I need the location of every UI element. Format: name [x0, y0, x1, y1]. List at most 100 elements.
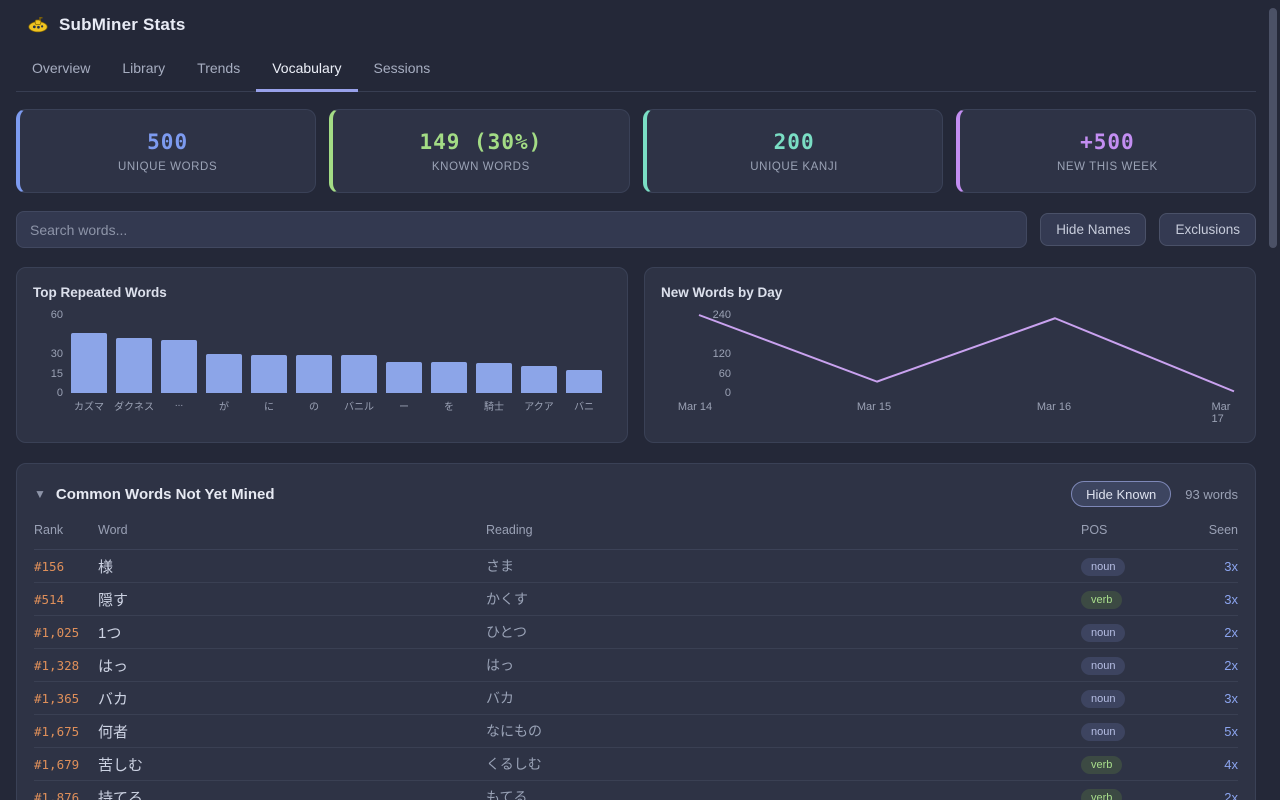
stat-value: 500 [147, 129, 189, 154]
y-axis-tick: 120 [712, 348, 731, 360]
pos-cell: noun [1081, 722, 1181, 741]
word-cell: 持てる [98, 789, 144, 800]
pos-badge: verb [1081, 590, 1123, 609]
collapse-icon[interactable]: ▼ [34, 487, 46, 501]
pos-cell: noun [1081, 689, 1181, 708]
reading-cell: バカ [486, 690, 514, 706]
word-cell: 1つ [98, 624, 122, 642]
x-axis-label: ダクネス [114, 402, 154, 413]
reading-cell: くるしむ [486, 756, 542, 772]
bar-バニル [341, 355, 377, 393]
x-axis-label: ... [174, 398, 184, 409]
seen-cell: 2x [1224, 657, 1238, 673]
bar-の [296, 355, 332, 393]
bar-バニ [566, 369, 602, 393]
reading-cell: ひとつ [486, 624, 528, 640]
tab-bar: Overview Library Trends Vocabulary Sessions [16, 50, 1256, 92]
seen-cell: 3x [1224, 558, 1238, 574]
page-title: SubMiner Stats [59, 15, 186, 34]
word-count: 93 words [1185, 486, 1238, 502]
x-axis-label: に [264, 402, 274, 413]
word-cell: 何者 [98, 723, 129, 741]
rank-cell: #156 [34, 558, 65, 574]
chart-title: Top Repeated Words [33, 285, 167, 300]
pos-badge: noun [1081, 656, 1126, 675]
word-cell: 様 [98, 558, 114, 576]
search-input[interactable] [16, 211, 1028, 248]
y-axis-tick: 15 [50, 367, 63, 380]
stat-label: KNOWN WORDS [431, 160, 530, 173]
reading-cell: かくす [486, 591, 528, 607]
submarine-icon [27, 14, 49, 36]
app-header: SubMiner Stats [16, 0, 1256, 42]
table-row[interactable]: #1,876 持てる もてる verb 2x [34, 781, 1238, 800]
rank-cell: #514 [34, 591, 65, 607]
y-axis-tick: 0 [56, 387, 63, 399]
word-cell: はっ [98, 657, 129, 675]
stat-label: UNIQUE WORDS [118, 160, 218, 173]
stat-card-new-this-week: +500 NEW THIS WEEK [955, 109, 1256, 193]
pos-badge: noun [1081, 689, 1126, 708]
word-cell: 隠す [98, 591, 129, 609]
rank-cell: #1,675 [34, 723, 80, 739]
tab-vocabulary[interactable]: Vocabulary [256, 50, 358, 92]
pos-cell: verb [1081, 788, 1181, 800]
table-row[interactable]: #514 隠す かくす verb 3x [34, 583, 1238, 616]
x-axis-label: Mar 15 [856, 401, 892, 413]
hide-names-button[interactable]: Hide Names [1040, 213, 1147, 246]
tab-sessions[interactable]: Sessions [373, 60, 431, 76]
pos-cell: verb [1081, 755, 1181, 774]
bar-... [161, 339, 197, 393]
reading-cell: さま [486, 558, 514, 574]
column-header-word: Word [98, 507, 486, 550]
bar-を [431, 361, 467, 393]
chart-title: New Words by Day [661, 285, 783, 300]
x-axis-label: カズマ [74, 402, 104, 413]
x-axis-label: バニ [574, 402, 594, 413]
exclusions-button[interactable]: Exclusions [1159, 213, 1256, 246]
tab-overview[interactable]: Overview [32, 60, 91, 76]
pos-badge: noun [1081, 623, 1126, 642]
stat-card-unique-words: 500 UNIQUE WORDS [16, 109, 317, 193]
table-row[interactable]: #1,675 何者 なにもの noun 5x [34, 715, 1238, 748]
tab-library[interactable]: Library [122, 60, 166, 76]
pos-cell: noun [1081, 557, 1181, 576]
y-axis-tick: 60 [718, 367, 731, 380]
table-row[interactable]: #1,328 はっ はっ noun 2x [34, 649, 1238, 682]
stat-value: +500 [1080, 129, 1135, 154]
stat-value: 200 [773, 129, 815, 154]
column-header-pos: POS [1081, 507, 1181, 550]
x-axis-label: バニル [344, 402, 374, 413]
section-header-right: Hide Known 93 words [1071, 481, 1238, 507]
seen-cell: 5x [1224, 723, 1238, 739]
hide-known-button[interactable]: Hide Known [1071, 481, 1172, 507]
scrollbar-thumb[interactable] [1269, 8, 1277, 248]
stat-label: NEW THIS WEEK [1056, 160, 1158, 173]
bar-カズマ [71, 333, 107, 393]
word-cell: バカ [98, 690, 129, 708]
pos-cell: verb [1081, 590, 1181, 609]
section-header: ▼ Common Words Not Yet Mined Hide Known … [34, 481, 1238, 507]
table-row[interactable]: #1,679 苦しむ くるしむ verb 4x [34, 748, 1238, 781]
y-axis-tick: 30 [50, 348, 63, 360]
column-header-rank: Rank [34, 507, 98, 550]
bar-ダクネス [116, 338, 152, 393]
table-row[interactable]: #1,025 1つ ひとつ noun 2x [34, 616, 1238, 649]
rank-cell: #1,876 [34, 789, 80, 800]
section-title: Common Words Not Yet Mined [55, 485, 275, 503]
pos-badge: noun [1081, 557, 1126, 576]
tab-trends[interactable]: Trends [197, 60, 241, 76]
common-words-section: ▼ Common Words Not Yet Mined Hide Known … [16, 463, 1256, 800]
bar-が [206, 354, 242, 393]
bar-に [251, 355, 287, 393]
pos-badge: verb [1081, 788, 1123, 800]
scrollbar-track[interactable] [1269, 0, 1279, 800]
y-axis-tick: 60 [50, 309, 63, 321]
stat-card-unique-kanji: 200 UNIQUE KANJI [642, 109, 943, 193]
table-row[interactable]: #156 様 さま noun 3x [34, 550, 1238, 583]
rank-cell: #1,328 [34, 657, 80, 673]
table-row[interactable]: #1,365 バカ バカ noun 3x [34, 682, 1238, 715]
seen-cell: 3x [1224, 591, 1238, 607]
x-axis-label: Mar 16 [1036, 401, 1072, 413]
